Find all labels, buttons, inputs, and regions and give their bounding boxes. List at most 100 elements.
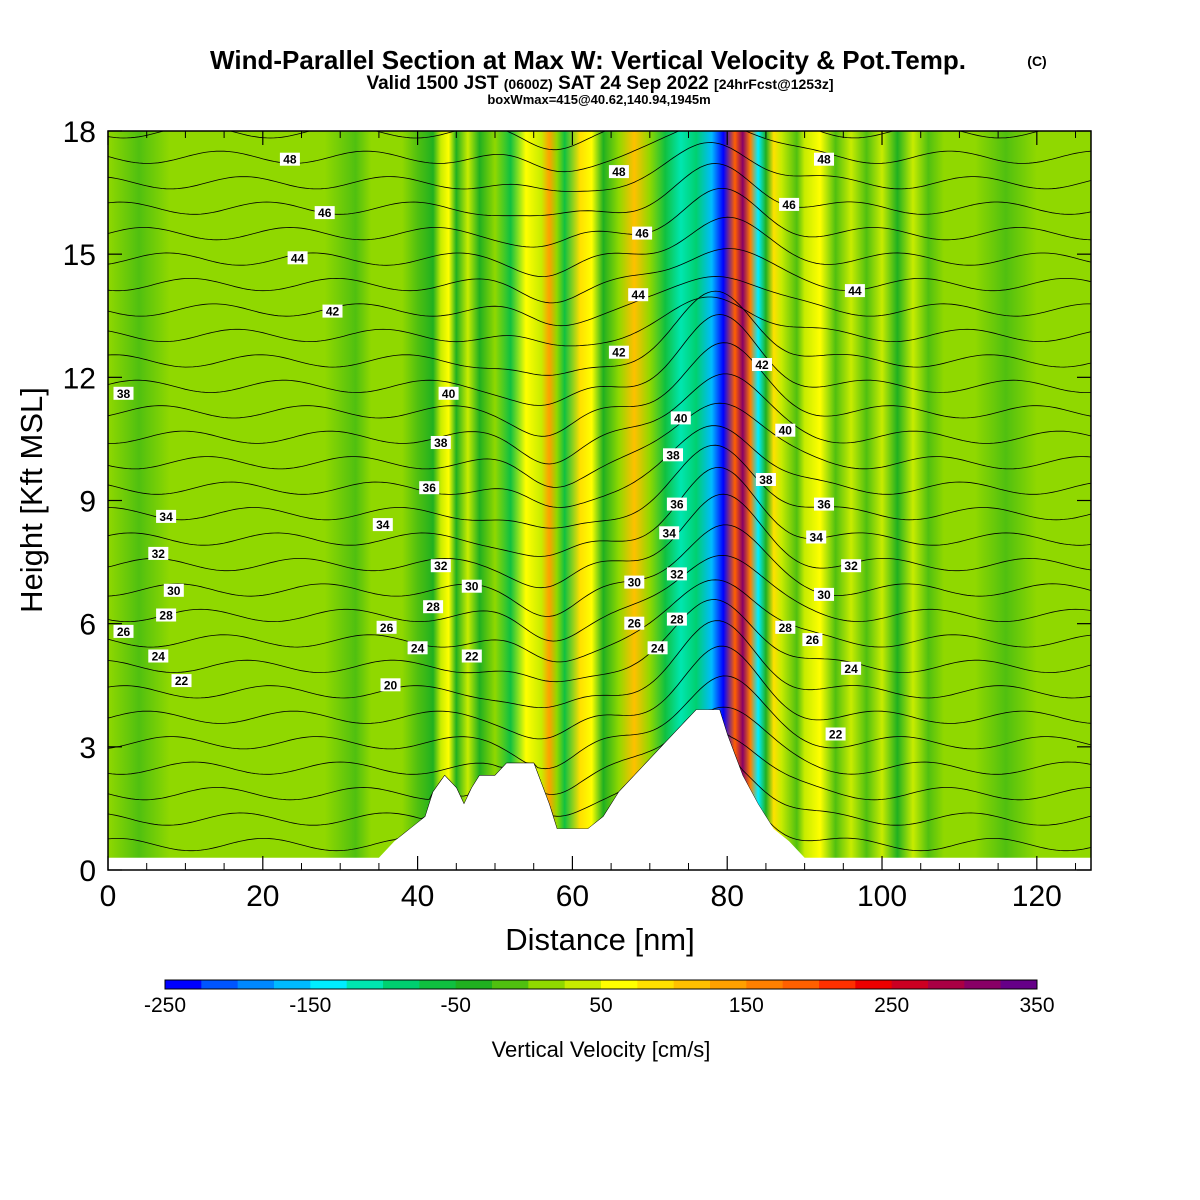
contour-label-text: 36 xyxy=(423,481,437,495)
contour-label-bg xyxy=(376,620,397,634)
colorbar-tick-label: 150 xyxy=(729,994,764,1017)
contour-label-text: 44 xyxy=(848,284,862,298)
y-tick-label: 6 xyxy=(79,609,96,642)
contour-label-bg xyxy=(148,546,169,560)
colorbar-swatch-22 xyxy=(964,980,1002,989)
contour-label-1: 46 xyxy=(314,206,335,220)
contour-label-text: 28 xyxy=(670,613,684,627)
contour-label-20: 22 xyxy=(171,674,192,688)
contour-label-text: 30 xyxy=(167,584,181,598)
contour-label-bg xyxy=(775,423,796,437)
contour-label-11: 32 xyxy=(430,559,451,573)
contour-label-text: 42 xyxy=(755,358,769,372)
y-tick-label: 12 xyxy=(63,362,96,395)
y-tick-label: 0 xyxy=(79,855,96,888)
contour-label-35: 24 xyxy=(647,641,668,655)
contour-label-text: 40 xyxy=(779,424,793,438)
contour-label-text: 28 xyxy=(779,621,793,635)
contour-label-bg xyxy=(380,678,401,692)
contour-label-39: 42 xyxy=(752,358,772,372)
contour-label-text: 34 xyxy=(663,526,677,540)
contour-label-7: 36 xyxy=(419,481,440,495)
contour-label-23: 48 xyxy=(608,165,629,179)
y-tick-label: 3 xyxy=(79,732,96,765)
theta-contour-22 xyxy=(108,709,1091,817)
x-tick-labels: 0 20 40 60 80 100 120 xyxy=(100,880,1062,913)
colorbar-swatch-3 xyxy=(274,980,311,989)
contour-label-text: 36 xyxy=(670,498,684,512)
contour-label-9: 34 xyxy=(372,518,393,532)
colorbar-swatch-0 xyxy=(165,980,202,989)
x-tick-label: 100 xyxy=(857,880,907,913)
contour-label-text: 48 xyxy=(283,153,297,167)
theta-contour-28 xyxy=(108,579,1091,663)
colorbar-swatch-21 xyxy=(928,980,965,989)
contour-label-37: 46 xyxy=(779,197,800,212)
contour-label-bg xyxy=(608,345,629,359)
theta-contour-35 xyxy=(108,402,1091,488)
contour-label-bg xyxy=(666,497,687,511)
contour-label-26: 42 xyxy=(608,345,629,360)
contour-label-text: 40 xyxy=(442,387,456,401)
contour-label-36: 48 xyxy=(814,152,834,167)
colorbar-swatch-13 xyxy=(637,980,675,989)
contour-label-bg xyxy=(632,226,653,240)
contour-label-bg xyxy=(814,152,834,166)
colorbar-swatch-7 xyxy=(419,980,457,989)
colorbar-labels: -250 -150 -50 50 150 250 350 xyxy=(144,994,1055,1017)
contour-label-10: 32 xyxy=(148,546,169,561)
contour-label-bg xyxy=(624,616,645,630)
colorbar-tick-label: 50 xyxy=(589,994,612,1017)
contour-label-bg xyxy=(148,649,169,663)
contour-label-45: 30 xyxy=(814,587,834,602)
colorbar-swatch-1 xyxy=(201,980,239,989)
y-tick-label: 9 xyxy=(79,486,96,519)
contour-label-bg xyxy=(628,288,649,302)
contour-label-text: 34 xyxy=(376,518,390,532)
contour-label-bg xyxy=(666,612,687,626)
theta-contour-31 xyxy=(108,493,1091,589)
contour-label-text: 46 xyxy=(782,198,796,212)
contour-label-text: 22 xyxy=(175,674,189,688)
colorbar-tick-label: 250 xyxy=(874,994,909,1017)
theta-contour-24 xyxy=(108,675,1091,770)
theta-contour-34 xyxy=(108,425,1091,508)
theta-contour-46 xyxy=(108,142,1091,192)
theta-contour-48 xyxy=(108,131,1041,151)
chart-subtitle-box: boxWmax=415@40.62,140.94,1945m xyxy=(487,92,710,107)
contour-label-15: 28 xyxy=(423,600,444,614)
contour-label-5: 40 xyxy=(438,386,459,401)
axis-ticks xyxy=(107,130,1091,871)
contour-label-bg xyxy=(171,674,192,688)
contour-label-text: 36 xyxy=(817,498,831,512)
contour-label-8: 34 xyxy=(156,509,177,524)
theta-contour-29 xyxy=(108,554,1091,642)
contour-label-text: 48 xyxy=(612,165,626,179)
contour-label-22: 20 xyxy=(380,678,401,692)
colorbar-swatch-15 xyxy=(710,980,747,989)
theta-contour-44 xyxy=(108,188,1091,248)
contour-label-text: 22 xyxy=(465,650,479,664)
contour-label-text: 48 xyxy=(817,153,831,167)
x-tick-label: 20 xyxy=(246,880,279,913)
contour-label-47: 26 xyxy=(802,633,823,647)
contour-label-3: 42 xyxy=(322,304,343,319)
colorbar-swatch-12 xyxy=(601,980,638,989)
contour-label-bg xyxy=(156,509,177,523)
contour-label-30: 34 xyxy=(659,526,680,540)
contour-label-text: 30 xyxy=(628,576,642,590)
contour-label-24: 46 xyxy=(632,226,653,241)
colorbar-swatch-10 xyxy=(528,980,566,989)
contour-label-bg xyxy=(407,641,428,655)
colorbar-swatch-18 xyxy=(819,980,856,989)
theta-contour-37 xyxy=(108,342,1091,437)
x-tick-label: 120 xyxy=(1012,880,1062,913)
chart-subtitle: Valid 1500 JST (0600Z) SAT 24 Sep 2022 [… xyxy=(366,73,833,94)
x-axis-title: Distance [nm] xyxy=(505,922,695,957)
colorbar-swatch-19 xyxy=(855,980,893,989)
contour-label-bg xyxy=(430,436,451,449)
contour-label-bg xyxy=(608,165,629,179)
contour-label-bg xyxy=(423,600,444,614)
colorbar-swatch-14 xyxy=(673,980,711,989)
colorbar-tick-label: 350 xyxy=(1019,994,1054,1017)
